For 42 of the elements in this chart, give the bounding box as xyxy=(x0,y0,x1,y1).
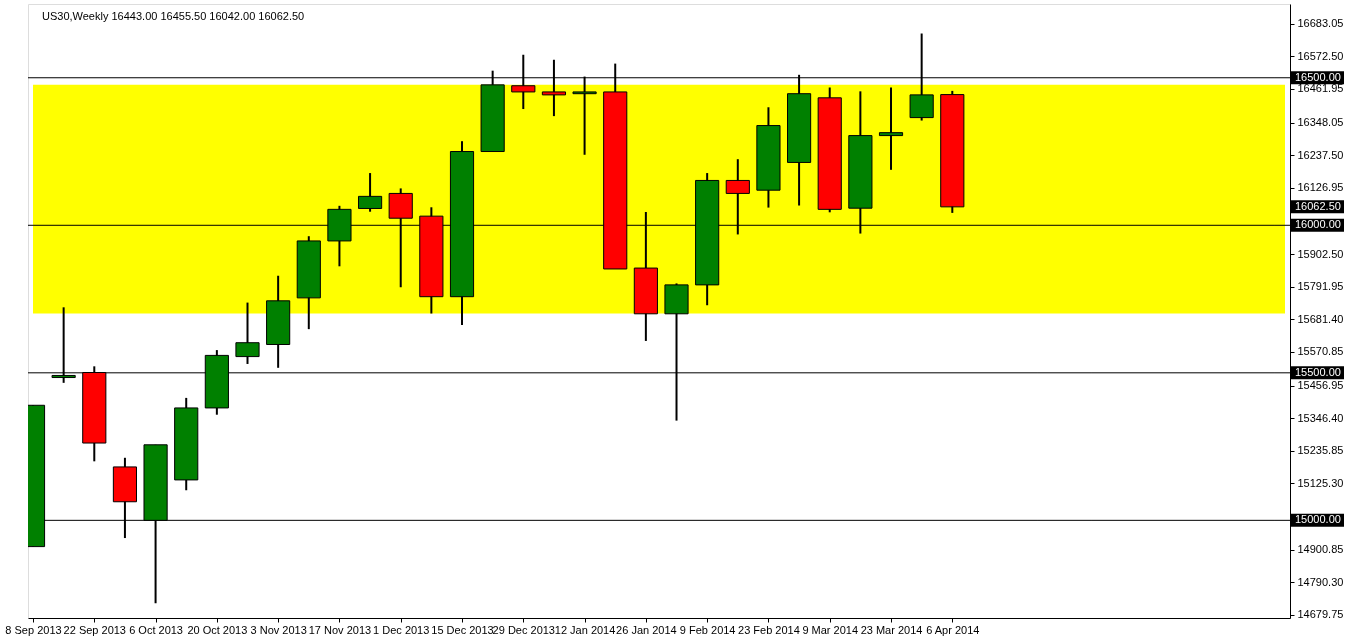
x-tick-label: 6 Oct 2013 xyxy=(129,623,183,636)
text: 16062.50 xyxy=(1295,199,1341,212)
x-tick-label: 9 Mar 2014 xyxy=(802,623,859,636)
y-tick-label: 15570.85 xyxy=(1297,345,1344,358)
x-tick-label: 6 Apr 2014 xyxy=(926,623,980,636)
y-tick-label: 16126.95 xyxy=(1297,181,1344,194)
y-tick-label: 16348.05 xyxy=(1297,116,1344,129)
y-tick-label: 16572.50 xyxy=(1297,49,1344,62)
ref-line-label: 15000.00 xyxy=(1295,513,1341,526)
y-tick-label: 15902.50 xyxy=(1297,247,1344,260)
y-tick-label: 14679.75 xyxy=(1297,608,1344,621)
y-tick-label: 15235.85 xyxy=(1297,444,1344,457)
x-tick-label: 23 Mar 2014 xyxy=(860,623,923,636)
x-tick-label: 23 Feb 2014 xyxy=(738,623,800,636)
y-tick-label: 15346.40 xyxy=(1297,411,1344,424)
y-tick-label: 16683.05 xyxy=(1297,17,1344,30)
candlestick xyxy=(235,301,260,365)
x-tick-label: 9 Feb 2014 xyxy=(679,623,736,636)
x-tick-label: 20 Oct 2013 xyxy=(187,623,248,636)
x-tick-label: 17 Nov 2013 xyxy=(308,623,372,636)
text: US30,Weekly 16443.00 16455.50 16042.00 16062.50 xyxy=(42,10,305,22)
y-tick-label: 14790.30 xyxy=(1297,575,1344,588)
x-tick-label: 3 Nov 2013 xyxy=(250,623,307,636)
ref-line-label: 16500.00 xyxy=(1295,70,1341,83)
x-tick-label: 8 Sep 2013 xyxy=(5,623,62,636)
y-tick-label: 16237.50 xyxy=(1297,148,1344,161)
x-tick-label: 26 Jan 2014 xyxy=(616,623,677,636)
ref-line-label: 15500.00 xyxy=(1295,365,1341,378)
x-tick-label: 12 Jan 2014 xyxy=(554,623,616,636)
x-tick-label: 29 Dec 2013 xyxy=(492,623,555,636)
candlestick xyxy=(357,172,383,213)
y-tick-label: 14900.85 xyxy=(1297,543,1344,556)
x-tick-label: 1 Dec 2013 xyxy=(373,623,430,636)
ref-line-label: 16000.00 xyxy=(1295,218,1341,231)
y-tick-label: 15681.40 xyxy=(1297,312,1344,325)
x-tick-label: 22 Sep 2013 xyxy=(63,623,126,636)
y-tick-label: 15791.95 xyxy=(1297,280,1344,293)
y-tick-label: 16461.95 xyxy=(1297,82,1344,95)
y-tick-label: 15456.95 xyxy=(1297,379,1344,392)
candlestick xyxy=(878,86,904,171)
y-tick-label: 15125.30 xyxy=(1297,476,1344,489)
x-tick-label: 15 Dec 2013 xyxy=(431,623,494,636)
